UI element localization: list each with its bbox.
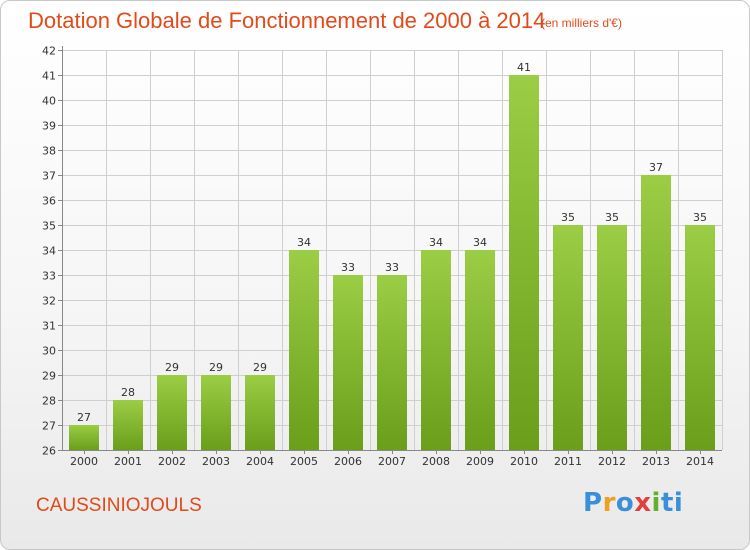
bar-2005 xyxy=(289,250,319,450)
bar-2013 xyxy=(641,175,671,450)
y-tick-label: 40 xyxy=(42,95,56,108)
y-tick-label: 28 xyxy=(42,395,56,408)
y-tick-label: 34 xyxy=(42,245,56,258)
bar-2014 xyxy=(685,225,715,450)
data-label: 35 xyxy=(693,211,707,224)
axes: 26 27 28 29 30 31 32 33 34 35 36 37 38 39 40 41 42 2000 20… xyxy=(42,45,722,468)
y-tick-label: 38 xyxy=(42,145,56,158)
x-tick-label: 2006 xyxy=(334,455,362,468)
y-tick-label: 37 xyxy=(42,170,56,183)
bar-2002 xyxy=(157,375,187,450)
data-label: 33 xyxy=(341,261,355,274)
x-tick-label: 2004 xyxy=(246,455,274,468)
bar-2003 xyxy=(201,375,231,450)
x-tick-label: 2000 xyxy=(70,455,98,468)
data-label: 28 xyxy=(121,386,135,399)
y-tick-label: 29 xyxy=(42,370,56,383)
bar-2008 xyxy=(421,250,451,450)
x-tick-label: 2010 xyxy=(510,455,538,468)
y-tick-label: 31 xyxy=(42,320,56,333)
y-tick-label: 42 xyxy=(42,45,56,58)
proxiti-logo[interactable]: Proxiti xyxy=(583,488,684,518)
data-label: 34 xyxy=(297,236,311,249)
data-label: 27 xyxy=(77,411,91,424)
data-label: 34 xyxy=(473,236,487,249)
y-tick-label: 30 xyxy=(42,345,56,358)
data-label: 37 xyxy=(649,161,663,174)
bar-2011 xyxy=(553,225,583,450)
x-tick-label: 2011 xyxy=(554,455,582,468)
bar-2012 xyxy=(597,225,627,450)
x-tick-label: 2014 xyxy=(686,455,714,468)
data-label: 33 xyxy=(385,261,399,274)
y-tick-label: 32 xyxy=(42,295,56,308)
y-tick-label: 33 xyxy=(42,270,56,283)
y-tick-label: 39 xyxy=(42,120,56,133)
bar-2007 xyxy=(377,275,407,450)
chart-title: Dotation Globale de Fonctionnement de 20… xyxy=(28,8,546,33)
bars xyxy=(69,75,715,450)
x-tick-label: 2012 xyxy=(598,455,626,468)
x-tick-label: 2013 xyxy=(642,455,670,468)
y-tick-label: 27 xyxy=(42,420,56,433)
data-label: 29 xyxy=(209,361,223,374)
commune-name: CAUSSINIOJOULS xyxy=(36,495,202,516)
bar-2001 xyxy=(113,400,143,450)
data-label: 29 xyxy=(253,361,267,374)
data-label: 29 xyxy=(165,361,179,374)
x-tick-label: 2002 xyxy=(158,455,186,468)
data-label: 41 xyxy=(517,61,531,74)
bar-2004 xyxy=(245,375,275,450)
y-tick-label: 35 xyxy=(42,220,56,233)
data-label: 34 xyxy=(429,236,443,249)
bar-2000 xyxy=(69,425,99,450)
data-label: 35 xyxy=(561,211,575,224)
x-tick-label: 2005 xyxy=(290,455,318,468)
x-tick-label: 2008 xyxy=(422,455,450,468)
x-tick-label: 2003 xyxy=(202,455,230,468)
bar-2010 xyxy=(509,75,539,450)
x-tick-label: 2009 xyxy=(466,455,494,468)
bar-2006 xyxy=(333,275,363,450)
y-tick-label: 36 xyxy=(42,195,56,208)
y-tick-label: 41 xyxy=(42,70,56,83)
bar-2009 xyxy=(465,250,495,450)
x-tick-label: 2001 xyxy=(114,455,142,468)
chart-unit: (en milliers d'€) xyxy=(541,16,622,30)
data-label: 35 xyxy=(605,211,619,224)
data-labels: 27 28 29 29 29 34 33 33 34 34 41 35 35 37 35 xyxy=(77,61,707,424)
x-tick-label: 2007 xyxy=(378,455,406,468)
y-tick-label: 26 xyxy=(42,445,56,458)
